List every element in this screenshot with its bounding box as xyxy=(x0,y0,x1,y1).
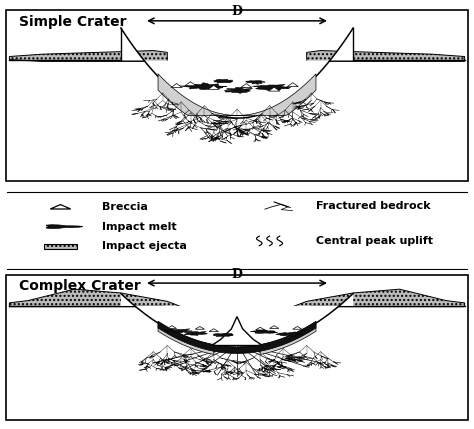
Polygon shape xyxy=(214,79,233,83)
Polygon shape xyxy=(246,81,265,85)
Bar xyxy=(44,244,77,249)
Text: Impact ejecta: Impact ejecta xyxy=(102,242,187,251)
Text: Central peak uplift: Central peak uplift xyxy=(316,236,433,245)
Polygon shape xyxy=(213,333,233,336)
Polygon shape xyxy=(293,289,465,307)
Polygon shape xyxy=(255,327,265,330)
Polygon shape xyxy=(165,329,192,333)
Polygon shape xyxy=(276,332,303,336)
Polygon shape xyxy=(209,329,219,332)
Polygon shape xyxy=(185,82,196,86)
Polygon shape xyxy=(158,74,316,115)
Polygon shape xyxy=(208,85,219,89)
Polygon shape xyxy=(171,84,182,88)
Text: D: D xyxy=(232,268,242,281)
Polygon shape xyxy=(211,317,263,345)
Text: Complex Crater: Complex Crater xyxy=(18,279,140,293)
Polygon shape xyxy=(250,330,278,333)
Polygon shape xyxy=(224,87,253,93)
Polygon shape xyxy=(158,321,214,354)
Polygon shape xyxy=(184,332,207,335)
Text: Fractured bedrock: Fractured bedrock xyxy=(316,201,430,211)
Text: Impact melt: Impact melt xyxy=(102,222,177,232)
Polygon shape xyxy=(9,51,167,61)
Polygon shape xyxy=(195,326,204,329)
Polygon shape xyxy=(121,293,353,348)
Polygon shape xyxy=(121,28,353,118)
Polygon shape xyxy=(241,84,252,88)
Polygon shape xyxy=(46,225,83,229)
Polygon shape xyxy=(287,83,298,87)
Polygon shape xyxy=(158,322,316,353)
Text: Breccia: Breccia xyxy=(102,202,148,212)
Text: D: D xyxy=(232,5,242,18)
Polygon shape xyxy=(167,326,177,329)
Polygon shape xyxy=(269,87,280,91)
Polygon shape xyxy=(307,51,465,61)
Polygon shape xyxy=(252,85,291,91)
Text: Simple Crater: Simple Crater xyxy=(18,15,126,29)
Polygon shape xyxy=(9,289,181,307)
Polygon shape xyxy=(179,83,227,90)
Polygon shape xyxy=(260,321,316,354)
Polygon shape xyxy=(293,326,302,329)
Polygon shape xyxy=(50,205,71,209)
Polygon shape xyxy=(270,326,279,329)
